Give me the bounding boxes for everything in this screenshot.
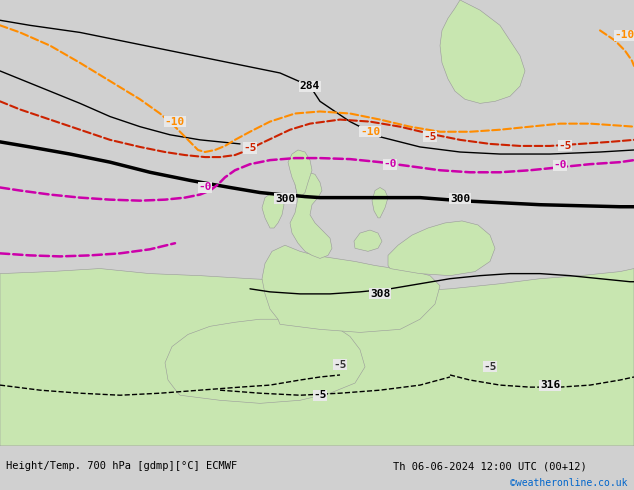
Text: -5: -5 bbox=[483, 362, 497, 372]
Text: Th 06-06-2024 12:00 UTC (00+12): Th 06-06-2024 12:00 UTC (00+12) bbox=[393, 462, 587, 471]
Text: -0: -0 bbox=[553, 160, 567, 170]
Text: -10: -10 bbox=[615, 30, 634, 41]
Polygon shape bbox=[290, 172, 332, 258]
Text: ©weatheronline.co.uk: ©weatheronline.co.uk bbox=[510, 478, 628, 488]
Text: -10: -10 bbox=[165, 117, 185, 126]
Polygon shape bbox=[165, 319, 365, 403]
Text: -5: -5 bbox=[313, 390, 327, 400]
Polygon shape bbox=[0, 269, 634, 446]
Polygon shape bbox=[388, 221, 495, 276]
Text: 284: 284 bbox=[300, 81, 320, 91]
Text: -10: -10 bbox=[360, 127, 380, 137]
Text: 308: 308 bbox=[370, 289, 390, 299]
Text: 300: 300 bbox=[275, 194, 295, 204]
Text: -5: -5 bbox=[424, 132, 437, 142]
Polygon shape bbox=[372, 188, 388, 218]
Text: -0: -0 bbox=[198, 182, 212, 193]
Text: Height/Temp. 700 hPa [gdmp][°C] ECMWF: Height/Temp. 700 hPa [gdmp][°C] ECMWF bbox=[6, 462, 238, 471]
Polygon shape bbox=[288, 150, 312, 197]
Polygon shape bbox=[262, 193, 284, 228]
Text: -5: -5 bbox=[333, 360, 347, 370]
Text: -0: -0 bbox=[383, 159, 397, 169]
Text: 300: 300 bbox=[450, 194, 470, 204]
Polygon shape bbox=[354, 230, 382, 251]
Polygon shape bbox=[440, 0, 525, 103]
Polygon shape bbox=[262, 245, 440, 332]
Text: 316: 316 bbox=[540, 380, 560, 390]
Text: -5: -5 bbox=[243, 143, 257, 153]
Text: -5: -5 bbox=[559, 141, 572, 151]
